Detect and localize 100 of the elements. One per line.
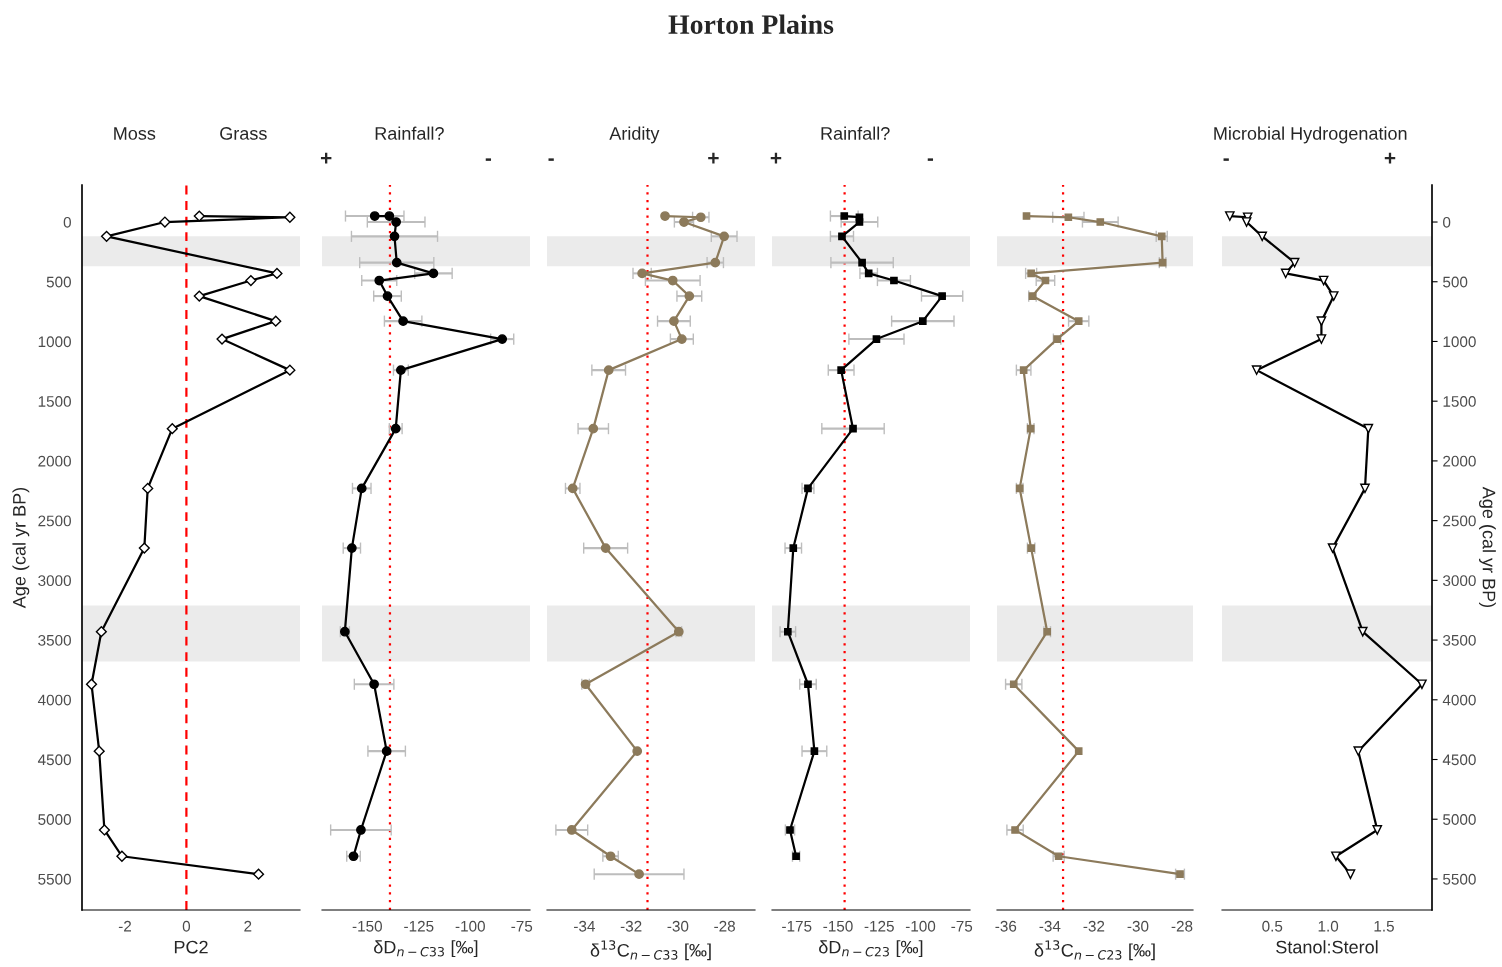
x-tick-label: -75 — [511, 920, 533, 932]
point — [1224, 211, 1235, 221]
x-tick-label: -36 — [995, 920, 1017, 932]
text: Aridity — [609, 126, 660, 144]
point — [1353, 746, 1364, 757]
point — [603, 365, 614, 375]
text: Moss — [114, 127, 156, 140]
text: Horton Plains — [668, 14, 834, 34]
point — [1009, 680, 1018, 689]
point — [804, 680, 812, 689]
point — [384, 211, 395, 221]
point — [710, 257, 721, 268]
text: Rainfall? — [821, 126, 890, 140]
point — [1011, 826, 1019, 834]
x-tick-label: -28 — [1171, 920, 1193, 932]
point — [1257, 231, 1268, 242]
point — [1316, 334, 1327, 344]
y2-tick-label: 2500 — [1443, 515, 1476, 527]
point — [1074, 317, 1083, 325]
point — [669, 316, 679, 327]
point — [1363, 423, 1374, 434]
point — [684, 291, 695, 301]
x-tick-label: 0.5 — [1262, 920, 1283, 932]
point — [566, 825, 577, 835]
point — [142, 482, 154, 494]
text: Rainfall? — [375, 126, 444, 140]
y-tick-label: 4500 — [37, 754, 71, 766]
x-tick-label: -125 — [404, 920, 434, 932]
point — [1096, 218, 1105, 226]
text: - — [1223, 158, 1229, 161]
y-tick-label: 5000 — [38, 814, 71, 825]
x-tick-label: 1.5 — [1374, 920, 1394, 932]
point — [810, 747, 819, 755]
point — [100, 230, 113, 242]
y2-tick-label: 5500 — [1443, 873, 1476, 885]
point — [245, 274, 257, 287]
point — [284, 364, 296, 376]
point — [138, 542, 150, 554]
point — [1280, 268, 1291, 279]
point — [872, 335, 881, 343]
point — [890, 276, 898, 285]
x-tick-label: -150 — [352, 920, 382, 932]
y-tick-label: 2500 — [38, 515, 71, 527]
point — [369, 211, 380, 221]
point — [159, 216, 171, 228]
text: Microbial Hydrogenation — [1214, 126, 1407, 144]
x-tick-label: -30 — [1127, 920, 1149, 932]
point — [428, 268, 439, 279]
y2-tick-label: 5000 — [1443, 814, 1476, 825]
y2-tick-label: 4500 — [1442, 754, 1476, 766]
point — [356, 825, 366, 835]
point — [497, 334, 508, 344]
point — [918, 317, 927, 325]
point — [719, 231, 730, 242]
x-tick-label: -150 — [823, 920, 853, 932]
point — [284, 211, 296, 223]
point — [95, 626, 107, 638]
point — [193, 210, 205, 222]
point — [346, 543, 357, 553]
point — [1241, 217, 1252, 227]
x-tick-label: -75 — [951, 920, 973, 932]
point — [1328, 291, 1339, 301]
y-tick-label: 5500 — [38, 873, 71, 885]
x-tick-label: 2 — [244, 920, 252, 932]
point — [381, 746, 392, 757]
text: - — [548, 158, 554, 161]
x-tick-label: -100 — [455, 920, 485, 932]
x-tick-label: -34 — [574, 920, 595, 932]
point — [637, 268, 647, 279]
point — [85, 678, 98, 690]
point — [374, 275, 385, 286]
point — [391, 217, 402, 227]
point — [356, 483, 367, 494]
y-tick-label: 0 — [63, 216, 71, 228]
y2-tick-label: 0 — [1443, 216, 1451, 228]
x-tick-label: 1.0 — [1318, 920, 1339, 932]
point — [676, 334, 687, 344]
point — [1327, 543, 1338, 553]
text: + — [770, 152, 782, 164]
point — [632, 746, 643, 757]
x-axis-title: δD$_{n−C33}$ [‰] — [374, 940, 478, 958]
x-tick-label: -175 — [782, 920, 812, 932]
point — [600, 543, 611, 553]
point — [634, 869, 644, 880]
text: + — [1384, 152, 1396, 164]
point — [98, 824, 111, 836]
y2-tick-label: 500 — [1443, 276, 1468, 288]
y2-tick-label: 3000 — [1443, 575, 1476, 587]
y2-axis-title: Age (cal yr BP) — [1479, 486, 1496, 608]
y2-tick-label: 1000 — [1443, 336, 1476, 348]
x-tick-label: -34 — [1039, 920, 1061, 932]
y-tick-label: 3500 — [38, 634, 71, 646]
point — [938, 292, 946, 300]
point — [864, 269, 873, 278]
point — [1316, 316, 1327, 327]
point — [838, 232, 846, 241]
point — [391, 257, 402, 268]
point — [1345, 869, 1356, 880]
y-tick-label: 500 — [46, 276, 71, 288]
point — [1022, 212, 1031, 220]
